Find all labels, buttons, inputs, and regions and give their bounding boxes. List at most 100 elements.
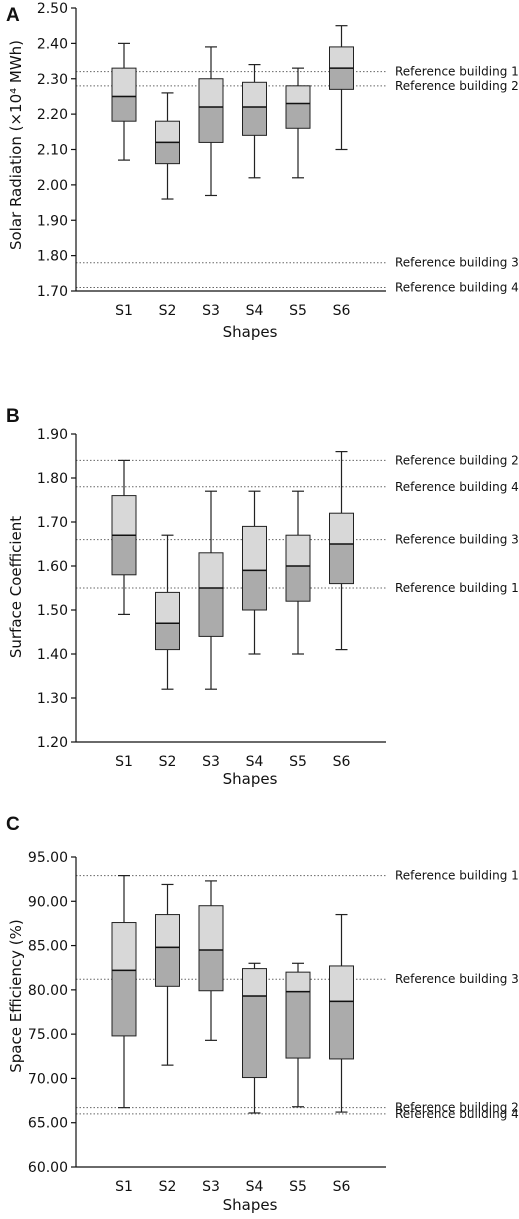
y-tick-label: 1.40 — [37, 647, 68, 663]
x-tick-label: S5 — [289, 754, 307, 770]
x-tick-label: S6 — [333, 754, 351, 770]
y-tick-label: 1.50 — [37, 603, 68, 619]
x-tick-label: S3 — [202, 754, 220, 770]
lower-box — [155, 141, 180, 165]
lower-box — [198, 587, 224, 637]
lower-box — [111, 95, 137, 122]
y-tick-label: 70.00 — [28, 1071, 68, 1087]
lower-box — [198, 949, 224, 992]
upper-box — [155, 914, 180, 948]
box-s6 — [329, 451, 354, 651]
reference-label: Reference building 3 — [395, 972, 519, 986]
upper-box — [242, 525, 267, 571]
y-tick-label: 75.00 — [28, 1027, 68, 1043]
y-axis-title: Surface Coefficient — [7, 516, 25, 658]
reference-label: Reference building 2 — [395, 79, 519, 93]
lower-box — [242, 569, 267, 611]
box-s2 — [155, 883, 180, 1066]
y-tick-label: 2.00 — [37, 178, 68, 194]
x-tick-label: S3 — [202, 1179, 220, 1195]
reference-label: Reference building 1 — [395, 581, 519, 595]
panel-b: B Surface Coefficient Shapes Reference b… — [6, 406, 519, 788]
box-s1 — [111, 874, 137, 1109]
x-axis-title: Shapes — [223, 1196, 278, 1214]
box-s6 — [329, 25, 354, 151]
lower-box — [242, 995, 267, 1079]
reference-label: Reference building 3 — [395, 533, 519, 547]
upper-box — [285, 971, 311, 993]
lower-box — [155, 946, 180, 987]
y-tick-label: 65.00 — [28, 1116, 68, 1132]
y-tick-label: 2.20 — [37, 107, 68, 123]
y-tick-label: 1.90 — [37, 427, 68, 443]
panel-a: A Solar Radiation (×10⁴ MWh) Shapes Refe… — [6, 1, 519, 341]
panel-c: C Space Efficiency (%) Shapes Reference … — [6, 814, 519, 1214]
box-s3 — [198, 46, 224, 197]
panel-letter: A — [6, 5, 20, 26]
upper-box — [242, 81, 267, 108]
panel-letter: C — [6, 814, 20, 835]
y-tick-label: 2.10 — [37, 143, 68, 159]
upper-box — [155, 591, 180, 624]
upper-box — [329, 46, 354, 69]
upper-box — [285, 85, 311, 105]
box-s5 — [285, 490, 311, 655]
box-s4 — [242, 490, 267, 655]
upper-box — [111, 495, 137, 536]
upper-box — [111, 922, 137, 971]
x-axis: S1 S2 S3 S4 S5 S6 — [76, 1166, 386, 1195]
x-axis-title: Shapes — [223, 770, 278, 788]
lower-box — [285, 991, 311, 1059]
lower-box — [242, 106, 267, 136]
x-tick-label: S1 — [115, 303, 133, 319]
upper-box — [198, 78, 224, 108]
y-tick-label: 1.70 — [37, 284, 68, 300]
x-tick-label: S4 — [246, 1179, 264, 1195]
y-tick-label: 95.00 — [28, 850, 68, 866]
lower-box — [329, 543, 354, 585]
reference-label: Reference building 2 — [395, 1101, 519, 1115]
lower-box — [285, 565, 311, 602]
lower-box — [198, 106, 224, 143]
y-axis: 1.70 1.80 1.90 2.00 2.10 2.20 2.30 2.40 2.50 — [37, 1, 77, 300]
y-tick-label: 2.50 — [37, 1, 68, 17]
reference-label: Reference building 3 — [395, 256, 519, 270]
box-s3 — [198, 880, 224, 1041]
x-tick-label: S6 — [333, 1179, 351, 1195]
reference-lines: Reference building 2 Reference building 4… — [76, 453, 519, 595]
y-tick-label: 80.00 — [28, 983, 68, 999]
y-axis-title: Solar Radiation (×10⁴ MWh) — [7, 40, 25, 250]
y-tick-label: 2.40 — [37, 36, 68, 52]
box-s1 — [111, 42, 137, 161]
box-s1 — [111, 459, 137, 616]
upper-box — [155, 120, 180, 143]
lower-box — [111, 969, 137, 1037]
upper-box — [198, 552, 224, 589]
y-axis: 60.00 65.00 70.00 75.00 80.00 85.00 90.00 95.00 — [28, 850, 77, 1176]
upper-box — [329, 512, 354, 545]
y-tick-label: 1.80 — [37, 471, 68, 487]
reference-label: Reference building 4 — [395, 480, 519, 494]
x-tick-label: S5 — [289, 1179, 307, 1195]
upper-box — [111, 67, 137, 97]
x-axis-title: Shapes — [223, 323, 278, 341]
reference-label: Reference building 1 — [395, 869, 519, 883]
x-tick-label: S2 — [159, 1179, 177, 1195]
reference-label: Reference building 4 — [395, 280, 519, 294]
y-tick-label: 1.90 — [37, 213, 68, 229]
x-tick-label: S1 — [115, 1179, 133, 1195]
lower-box — [155, 622, 180, 651]
y-tick-label: 1.30 — [37, 691, 68, 707]
x-tick-label: S3 — [202, 303, 220, 319]
y-tick-label: 1.60 — [37, 559, 68, 575]
upper-box — [285, 534, 311, 567]
box-s6 — [329, 913, 354, 1113]
upper-box — [242, 968, 267, 997]
lower-box — [329, 67, 354, 90]
x-axis: S1 S2 S3 S4 S5 S6 — [76, 290, 386, 319]
x-tick-label: S5 — [289, 303, 307, 319]
reference-label: Reference building 4 — [395, 1107, 519, 1121]
reference-label: Reference building 1 — [395, 65, 519, 79]
